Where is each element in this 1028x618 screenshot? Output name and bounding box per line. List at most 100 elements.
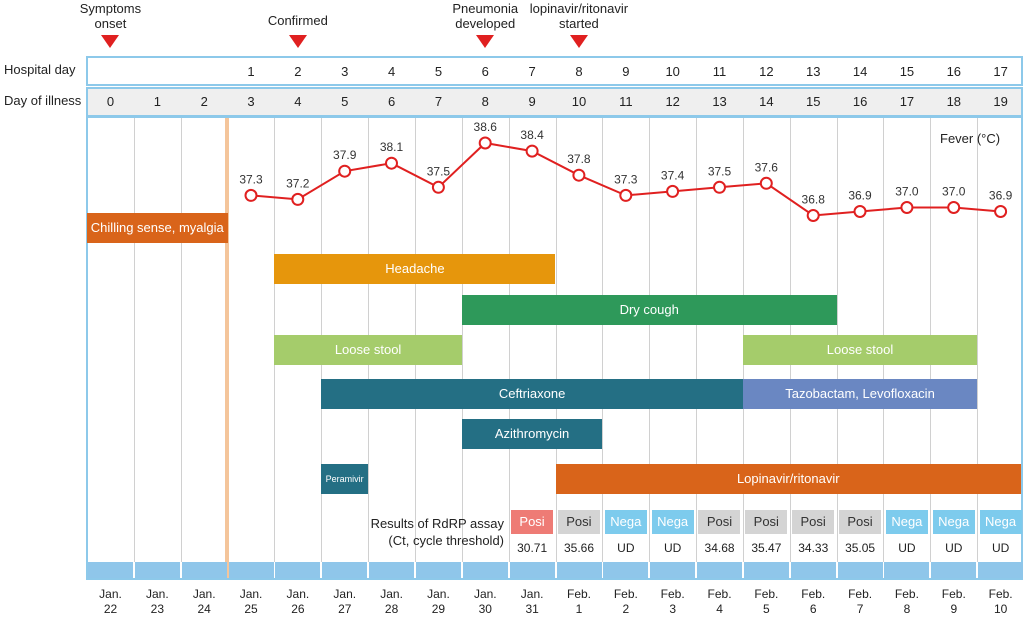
hospital-day-row (86, 56, 1023, 86)
hospital-day-cell: 11 (712, 64, 727, 79)
date-strip-cell (88, 562, 133, 578)
date-strip-cell (415, 562, 461, 578)
pcr-ct-value: 35.47 (751, 541, 782, 555)
hospital-day-cell: 3 (341, 64, 349, 79)
pcr-ct-value: UD (617, 541, 635, 555)
hospital-day-cell: 6 (481, 64, 489, 79)
day-of-illness-cell: 4 (294, 94, 302, 109)
fever-point (478, 136, 492, 150)
hospital-day-cell: 10 (665, 64, 680, 79)
pcr-result-badge: Nega (885, 510, 928, 534)
day-of-illness-cell: 14 (759, 94, 774, 109)
date-strip-cell (556, 562, 602, 578)
pcr-title: Results of RdRP assay (Ct, cycle thresho… (340, 515, 504, 549)
date-strip-cell (369, 562, 415, 578)
pcr-result-badge: Posi (557, 510, 600, 534)
day-of-illness-cell: 6 (387, 94, 396, 109)
fever-value-label: 37.3 (614, 172, 638, 186)
day-of-illness-cell: 17 (899, 94, 915, 109)
day-of-illness-cell: 5 (341, 94, 349, 109)
date-strip-cell (978, 562, 1024, 578)
date-strip-cell (650, 562, 696, 578)
date-strip-cell (884, 562, 930, 578)
date-label: Jan. 30 (473, 587, 497, 616)
hospital-day-cell: 1 (247, 64, 255, 79)
date-label: Jan. 23 (146, 587, 169, 616)
day-of-illness-cell: 7 (434, 94, 443, 109)
grid-line (181, 118, 182, 562)
event-marker-icon (101, 35, 120, 48)
bar-headache: Headache (274, 254, 556, 284)
date-label: Feb. 4 (707, 587, 732, 616)
pcr-result-badge: Posi (839, 510, 882, 534)
fever-value-label: 37.6 (755, 160, 779, 174)
day-of-illness-cell: 1 (153, 94, 161, 109)
fever-value-label: 38.4 (520, 128, 544, 142)
day-of-illness-cell: 2 (200, 94, 208, 109)
pcr-ct-value: UD (898, 541, 916, 555)
day-of-illness-cell: 12 (665, 94, 680, 109)
fever-point (619, 188, 633, 202)
fever-value-label: 37.0 (895, 185, 919, 199)
fever-point (431, 180, 445, 194)
date-label: Feb. 10 (988, 587, 1013, 616)
hospital-day-cell: 14 (852, 64, 868, 79)
hospital-day-cell: 12 (759, 64, 774, 79)
date-strip-cell (322, 562, 368, 578)
day-of-illness-cell: 8 (481, 94, 489, 109)
date-strip-cell (134, 562, 180, 578)
date-strip-cell (743, 562, 789, 578)
date-strip-cell (181, 562, 227, 578)
confirmation-divider (225, 118, 229, 578)
fever-point (806, 209, 820, 222)
hospital-day-cell: 15 (899, 64, 915, 79)
grid-line (556, 118, 557, 562)
hospital-day-cell: 7 (528, 64, 536, 79)
day-of-illness-cell: 19 (993, 94, 1008, 109)
bar-tazobactam: Tazobactam, Levofloxacin (742, 379, 978, 409)
pcr-ct-value: 30.71 (517, 541, 548, 555)
event-marker-icon (569, 35, 588, 48)
date-label: Jan. 26 (286, 587, 310, 616)
fever-value-label: 37.5 (427, 164, 451, 178)
fever-value-label: 37.4 (661, 168, 685, 182)
pcr-ct-value: UD (945, 541, 963, 555)
grid-line (602, 118, 603, 562)
pcr-result-badge: Nega (604, 510, 647, 534)
day-of-illness-cell: 18 (946, 94, 962, 109)
date-label: Jan. 25 (239, 587, 263, 616)
date-strip-cell (603, 562, 649, 578)
event-label: lopinavir/ritonavir started (529, 1, 629, 31)
date-strip-cell (790, 562, 836, 578)
bar-dry-cough: Dry cough (461, 295, 837, 325)
pcr-result-badge: Nega (979, 510, 1022, 534)
fever-point (338, 164, 352, 178)
pcr-result-badge: Posi (698, 510, 741, 534)
fever-value-label: 37.9 (333, 148, 357, 162)
day-of-illness-cell: 3 (247, 94, 255, 109)
grid-line (462, 118, 463, 562)
fever-value-label: 36.9 (848, 189, 872, 203)
hospital-day-cell: 4 (387, 64, 396, 79)
date-strip-cell (931, 562, 977, 578)
fever-point (525, 144, 539, 158)
fever-value-label: 37.8 (567, 152, 591, 166)
hospital-day-cell: 2 (294, 64, 302, 79)
fever-value-label: 38.6 (474, 120, 498, 134)
pcr-ct-value: UD (991, 541, 1010, 555)
fever-point (666, 184, 680, 198)
date-label: Feb. 5 (754, 587, 779, 616)
event-marker-icon (288, 35, 307, 48)
fever-value-label: 37.2 (286, 176, 310, 190)
day-of-illness-cell: 13 (712, 94, 727, 109)
fever-value-label: 37.5 (708, 164, 732, 178)
fever-value-label: 36.8 (802, 193, 826, 207)
date-label: Feb. 2 (613, 587, 638, 616)
fever-point (759, 176, 773, 190)
fever-point (994, 205, 1008, 218)
pcr-ct-value: 34.68 (704, 541, 735, 555)
date-strip-cell (509, 562, 555, 578)
pcr-title-line2: (Ct, cycle threshold) (388, 533, 504, 548)
pcr-ct-value: 34.33 (798, 541, 829, 555)
fever-value-label: 36.9 (989, 189, 1013, 203)
